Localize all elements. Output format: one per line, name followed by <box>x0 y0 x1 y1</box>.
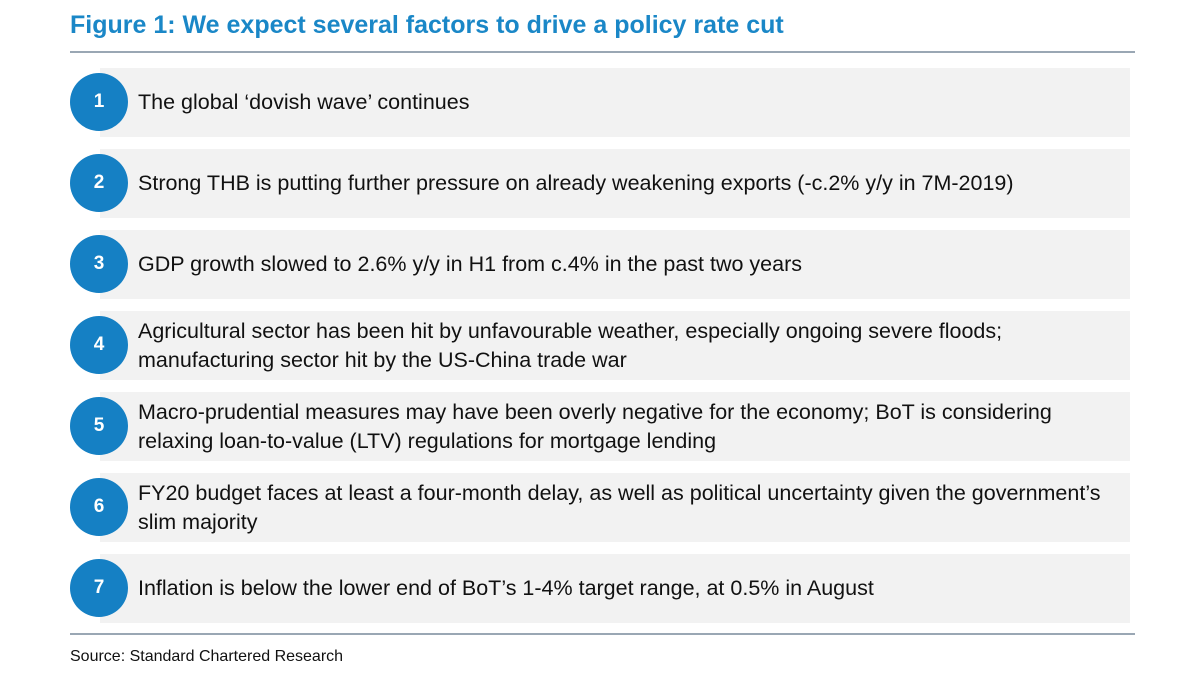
factor-item-2: 2 Strong THB is putting further pressure… <box>70 149 1130 218</box>
factor-text: Inflation is below the lower end of BoT’… <box>138 576 874 600</box>
factor-text: Agricultural sector has been hit by unfa… <box>138 318 1003 372</box>
factor-band <box>100 473 1130 542</box>
factor-band <box>100 311 1130 380</box>
factor-text: The global ‘dovish wave’ continues <box>138 90 470 114</box>
factor-item-6: 6 FY20 budget faces at least a four-mont… <box>70 473 1130 542</box>
factor-text: FY20 budget faces at least a four-month … <box>138 480 1101 534</box>
factor-item-5: 5 Macro-prudential measures may have bee… <box>70 392 1130 461</box>
factor-text: Macro-prudential measures may have been … <box>138 399 1052 453</box>
factor-number-badge: 7 <box>70 559 128 617</box>
factor-number-badge: 3 <box>70 235 128 293</box>
factor-number-badge: 6 <box>70 478 128 536</box>
factor-number-badge: 5 <box>70 397 128 455</box>
top-divider <box>70 51 1135 53</box>
factor-text: Strong THB is putting further pressure o… <box>138 171 1014 195</box>
factor-item-1: 1 The global ‘dovish wave’ continues <box>70 68 1130 137</box>
factor-item-3: 3 GDP growth slowed to 2.6% y/y in H1 fr… <box>70 230 1130 299</box>
factor-item-4: 4 Agricultural sector has been hit by un… <box>70 311 1130 380</box>
factor-band <box>100 392 1130 461</box>
factor-item-7: 7 Inflation is below the lower end of Bo… <box>70 554 1130 623</box>
bottom-divider <box>70 633 1135 635</box>
figure-title: Figure 1: We expect several factors to d… <box>70 11 784 39</box>
factor-number-badge: 4 <box>70 316 128 374</box>
factor-number-badge: 1 <box>70 73 128 131</box>
factor-band <box>100 554 1130 623</box>
factor-text: GDP growth slowed to 2.6% y/y in H1 from… <box>138 252 803 276</box>
source-note: Source: Standard Chartered Research <box>70 648 344 665</box>
factor-band <box>100 149 1130 218</box>
factor-number-badge: 2 <box>70 154 128 212</box>
factor-band <box>100 230 1130 299</box>
factor-band <box>100 68 1130 137</box>
